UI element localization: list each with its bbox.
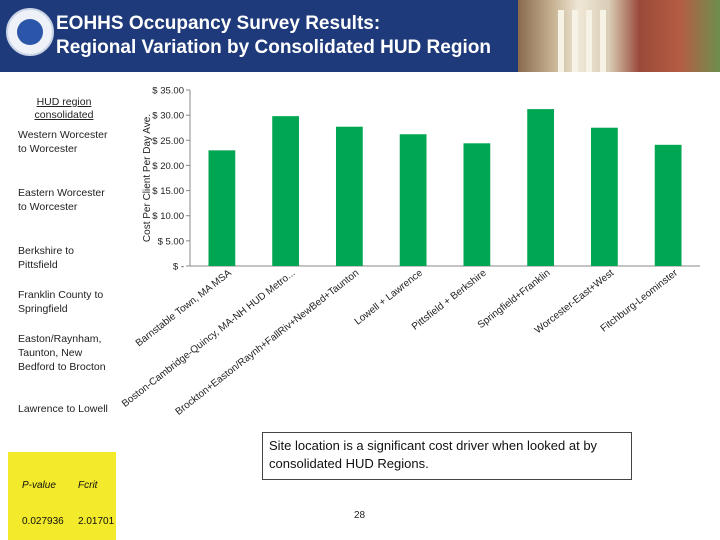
bar-6 [527,109,555,266]
hud-region-legend: HUD region consolidated Western Worceste… [8,96,110,432]
legend-heading: HUD region consolidated [34,96,94,121]
legend-item-1: Western Worcester to Worcester [18,129,108,155]
y-tick-label: $ 30.00 [152,111,184,122]
y-tick-label: $ 20.00 [152,161,184,172]
legend-item-3: Berkshire to Pittsfield [18,245,75,271]
bar-2 [272,116,300,266]
y-axis-title: Cost Per Client Per Day Ave. [142,114,153,242]
p-value-label: P-value [22,480,56,491]
bar-8 [654,144,682,266]
stats-panel: P-value Fcrit 0.027936 2.01701 [8,452,116,540]
f-crit-value: 2.01701 [78,516,115,527]
legend-item-4: Franklin County to Springfield [18,289,104,315]
page-number: 28 [354,510,366,521]
bar-7 [590,127,618,266]
bar-3 [335,126,363,266]
massachusetts-seal-icon [6,8,54,56]
y-tick-label: $ 5.00 [158,236,184,247]
legend-item-6: Lawrence to Lowell [18,403,108,415]
legend-item-5: Easton/Raynham, Taunton, New Bedford to … [18,333,106,373]
x-tick-label: Lowell + Lawrence [353,267,426,327]
bar-4 [399,134,427,266]
y-tick-label: $ 25.00 [152,136,184,147]
header-banner: EOHHS Occupancy Survey Results: Regional… [0,0,720,72]
page-title-line2: Regional Variation by Consolidated HUD R… [56,37,491,58]
p-value: 0.027936 [22,516,64,527]
bar-5 [463,143,491,266]
y-tick-label: $ - [173,262,184,273]
state-house-photo [518,0,720,72]
page-title-line1: EOHHS Occupancy Survey Results: [56,13,381,34]
y-tick-label: $ 10.00 [152,211,184,222]
y-tick-label: $ 35.00 [152,86,184,97]
bar-1 [208,150,236,266]
legend-item-2: Eastern Worcester to Worcester [18,187,105,213]
finding-note: Site location is a significant cost driv… [262,432,632,480]
y-tick-label: $ 15.00 [152,186,184,197]
f-crit-label: Fcrit [78,480,98,491]
